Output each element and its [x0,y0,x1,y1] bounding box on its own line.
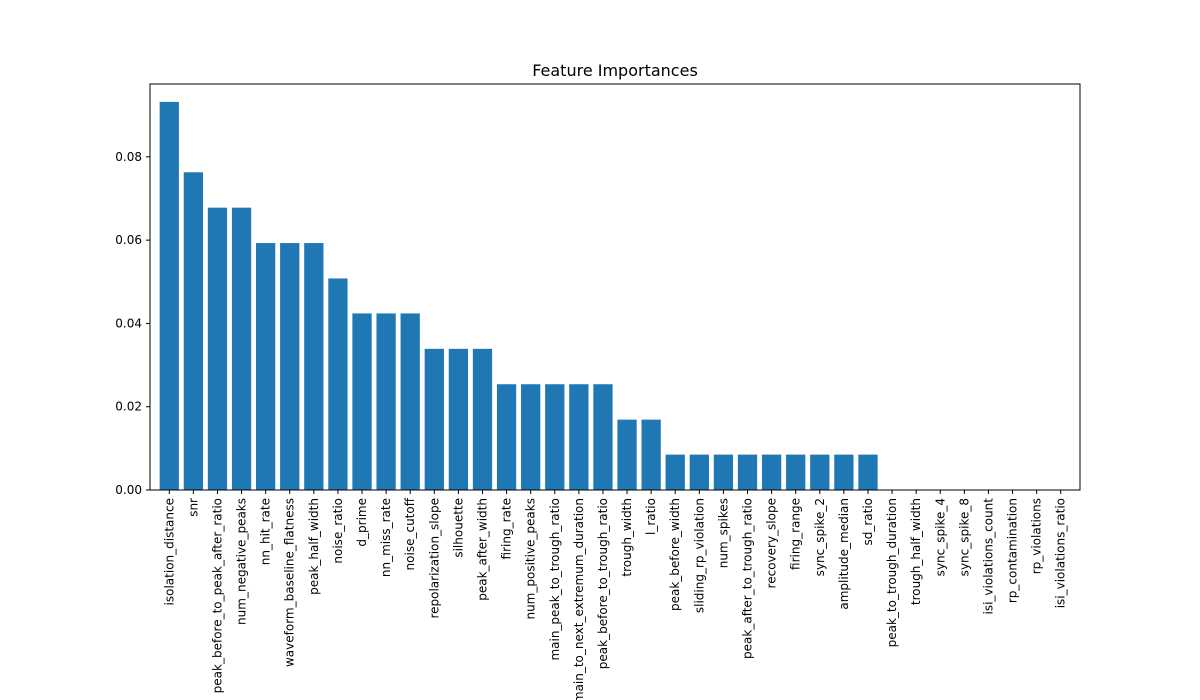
x-tick-label: num_spikes [716,498,730,568]
x-tick-label: isolation_distance [162,498,176,605]
x-tick-label: waveform_baseline_flatness [283,498,297,667]
x-tick-label: isi_violations_count [981,498,995,615]
x-tick-label: recovery_slope [765,498,779,588]
x-tick-label: noise_cutoff [403,497,417,570]
bar-nn_hit_rate [256,243,276,490]
x-tick-label: noise_ratio [331,498,345,564]
x-tick-label: rp_contamination [1006,498,1020,603]
x-tick-label: amplitude_median [837,498,851,610]
x-tick-label: peak_before_to_peak_after_ratio [210,498,224,693]
bar-main_peak_to_trough_ratio [545,384,565,490]
bar-peak_before_to_peak_after_ratio [207,207,228,491]
x-tick-label: sync_spike_8 [957,498,971,576]
x-tick-label: peak_half_width [307,498,321,595]
x-tick-label: main_to_next_extremum_duration [572,498,586,700]
bar-peak_after_to_trough_ratio [737,454,758,490]
bar-sync_spike_2 [810,454,830,490]
bar-snr [183,172,203,490]
x-tick-label: trough_width [620,498,634,577]
chart-title: Feature Importances [532,61,698,80]
x-tick-label: sync_spike_2 [813,498,827,576]
x-tick-label: sliding_rp_violation [692,498,706,613]
x-tick-label: peak_after_to_trough_ratio [741,498,755,659]
bar-main_to_next_extremum_duration [569,384,589,490]
bar-peak_before_to_trough_ratio [593,384,613,490]
bar-sliding_rp_violation [689,454,709,490]
y-tick-label: 0.02 [115,400,142,414]
y-tick-label: 0.08 [115,150,142,164]
x-tick-label: peak_to_trough_duration [885,498,899,647]
bars-group [159,101,878,491]
bar-peak_before_width [665,454,685,490]
bar-trough_width [617,419,637,490]
bar-sd_ratio [858,454,878,490]
x-tick-label: firing_rate [500,498,514,559]
x-tick-label: num_negative_peaks [235,498,249,625]
bar-peak_half_width [304,243,324,490]
bar-num_spikes [713,454,734,490]
x-tick-label: num_positive_peaks [524,498,538,620]
bar-num_negative_peaks [231,207,252,491]
y-tick-label: 0.00 [115,483,142,497]
bar-num_positive_peaks [521,384,541,490]
x-tick-label: d_prime [355,498,369,547]
bar-firing_rate [496,384,517,490]
x-tick-label: sd_ratio [861,498,875,546]
bar-noise_ratio [328,278,348,490]
x-tick-label: snr [186,498,200,517]
x-tick-label: isi_violations_ratio [1054,498,1068,608]
bar-repolarization_slope [424,348,444,490]
y-tick-label: 0.04 [115,316,142,330]
x-tick-label: silhouette [451,498,465,558]
x-tick-label: rp_violations [1030,498,1044,574]
y-axis: 0.00 0.02 0.04 0.06 0.08 [115,150,150,497]
bar-waveform_baseline_flatness [280,243,300,490]
x-tick-label: peak_before_width [668,498,682,611]
x-tick-label: nn_miss_rate [379,498,393,577]
x-axis: isolation_distance snr peak_before_to_peak… [162,490,1068,700]
bar-noise_cutoff [400,313,420,490]
bar-peak_after_width [472,348,493,490]
x-tick-label: nn_hit_rate [259,498,273,565]
y-tick-label: 0.06 [115,233,142,247]
x-tick-label: peak_after_width [475,498,489,601]
bar-silhouette [448,348,469,490]
x-tick-label: repolarization_slope [427,498,441,619]
bar-isolation_distance [159,101,179,490]
plot-frame [149,83,1081,491]
x-tick-label: peak_before_to_trough_ratio [596,498,610,669]
x-tick-label: main_peak_to_trough_ratio [548,498,562,661]
bar-recovery_slope [761,454,782,490]
bar-l_ratio [641,419,661,490]
x-tick-label: trough_half_width [909,498,923,605]
x-tick-label: firing_range [789,498,803,570]
bar-nn_miss_rate [376,313,396,490]
x-tick-label: l_ratio [644,498,658,535]
bar-amplitude_median [834,454,854,490]
x-tick-label: sync_spike_4 [933,498,947,576]
bar-firing_range [786,454,806,490]
bar-d_prime [352,313,372,490]
